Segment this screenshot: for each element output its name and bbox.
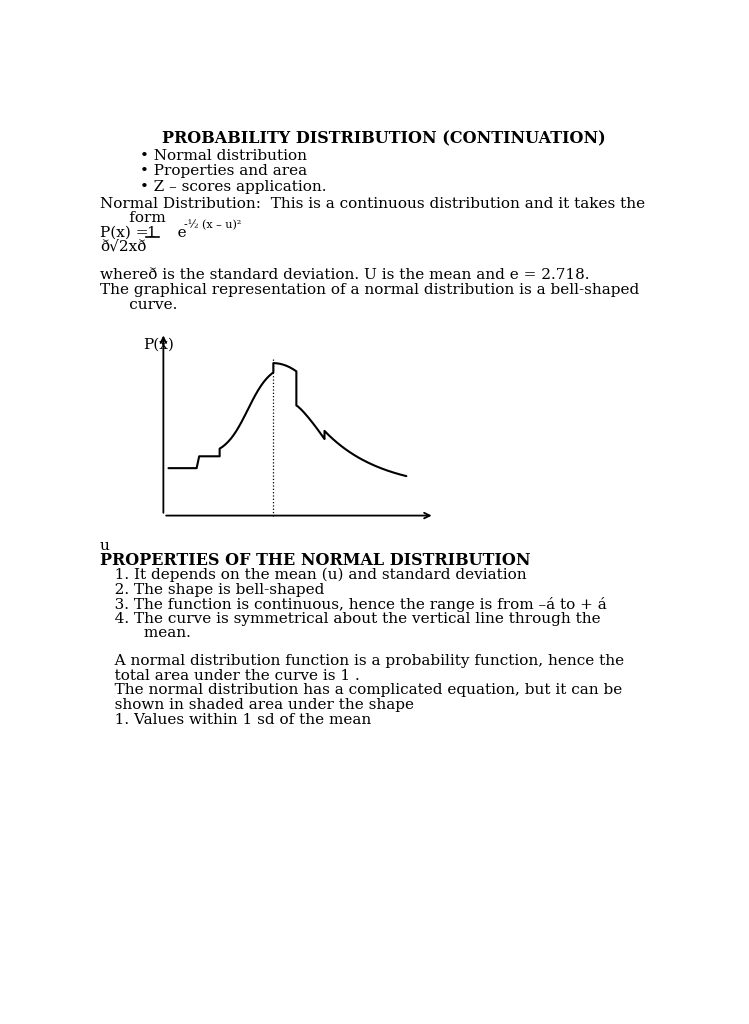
Text: The normal distribution has a complicated equation, but it can be: The normal distribution has a complicate… (100, 683, 622, 697)
Text: curve.: curve. (100, 298, 178, 311)
Text: Normal Distribution:  This is a continuous distribution and it takes the: Normal Distribution: This is a continuou… (100, 197, 645, 211)
Text: • Normal distribution: • Normal distribution (140, 150, 307, 163)
Text: 4. The curve is symmetrical about the vertical line through the: 4. The curve is symmetrical about the ve… (100, 611, 601, 626)
Text: The graphical representation of a normal distribution is a bell-shaped: The graphical representation of a normal… (100, 283, 639, 297)
Text: shown in shaded area under the shape: shown in shaded area under the shape (100, 698, 414, 712)
Text: whereð is the standard deviation. U is the mean and e = 2.718.: whereð is the standard deviation. U is t… (100, 267, 589, 282)
Text: 1. It depends on the mean (u) and standard deviation: 1. It depends on the mean (u) and standa… (100, 568, 527, 583)
Text: u: u (100, 539, 109, 553)
Text: 2. The shape is bell-shaped: 2. The shape is bell-shaped (100, 583, 324, 597)
Text: mean.: mean. (100, 627, 191, 640)
Text: P(x) =: P(x) = (100, 226, 154, 240)
Text: • Z – scores application.: • Z – scores application. (140, 180, 327, 194)
Text: total area under the curve is 1 .: total area under the curve is 1 . (100, 669, 360, 683)
Text: form: form (100, 211, 166, 224)
Text: e: e (163, 226, 187, 240)
Text: P(x): P(x) (143, 338, 174, 351)
Text: 3. The function is continuous, hence the range is from –á to + á: 3. The function is continuous, hence the… (100, 597, 607, 612)
Text: PROPERTIES OF THE NORMAL DISTRIBUTION: PROPERTIES OF THE NORMAL DISTRIBUTION (100, 552, 530, 568)
Text: 1: 1 (146, 226, 156, 240)
Text: 1. Values within 1 sd of the mean: 1. Values within 1 sd of the mean (100, 713, 371, 727)
Text: A normal distribution function is a probability function, hence the: A normal distribution function is a prob… (100, 654, 624, 669)
Text: -½ (x – u)²: -½ (x – u)² (184, 220, 241, 230)
Text: PROBABILITY DISTRIBUTION (CONTINUATION): PROBABILITY DISTRIBUTION (CONTINUATION) (162, 131, 605, 147)
Text: ð√2xð: ð√2xð (100, 240, 146, 254)
Text: • Properties and area: • Properties and area (140, 165, 307, 178)
